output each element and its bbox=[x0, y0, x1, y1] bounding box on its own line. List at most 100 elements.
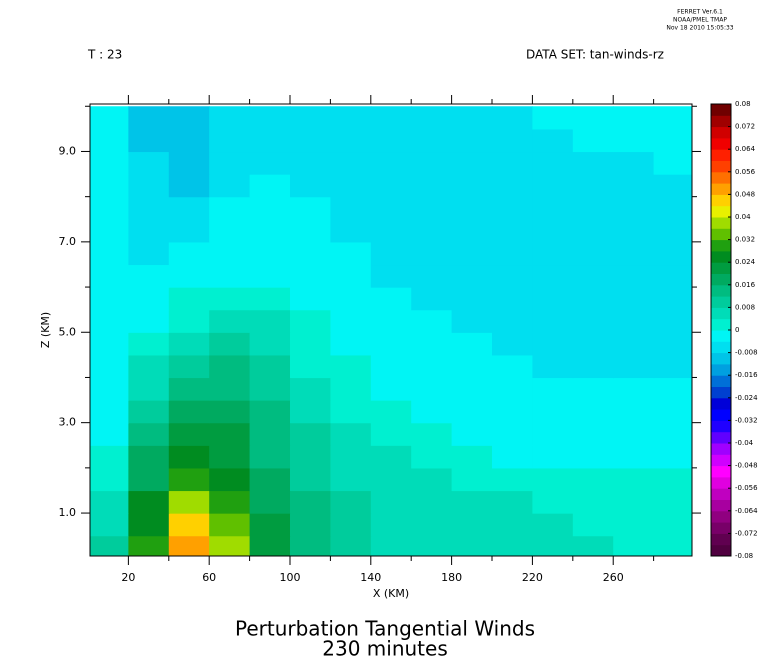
contour-cell bbox=[653, 332, 692, 356]
contour-cell bbox=[249, 445, 291, 469]
contour-cell bbox=[532, 400, 574, 424]
contour-cell bbox=[653, 445, 692, 469]
contour-cell bbox=[249, 377, 291, 401]
contour-cell bbox=[613, 467, 655, 492]
contour-cell bbox=[128, 219, 170, 243]
contour-cell bbox=[411, 332, 453, 356]
x-tick-label: 60 bbox=[202, 571, 216, 584]
colorbar-tick-label: 0.048 bbox=[735, 190, 755, 198]
colorbar-tick-label: 0.024 bbox=[735, 258, 756, 266]
colorbar-band bbox=[711, 183, 731, 195]
time-label: T : 23 bbox=[87, 48, 122, 62]
colorbar-band bbox=[711, 149, 731, 161]
contour-cell bbox=[653, 264, 692, 288]
contour-cell bbox=[128, 106, 170, 130]
colorbar-tick-label: -0.016 bbox=[735, 371, 758, 379]
contour-cell bbox=[613, 490, 655, 514]
software-info: FERRET Ver.6.1 bbox=[677, 9, 723, 16]
contour-cell bbox=[209, 535, 251, 556]
contour-cell bbox=[249, 535, 291, 556]
contour-cell bbox=[370, 264, 412, 288]
contour-cell bbox=[370, 467, 412, 492]
contour-cell bbox=[330, 422, 372, 446]
contour-cell bbox=[330, 174, 372, 198]
contour-cell bbox=[209, 490, 251, 514]
contour-cell bbox=[532, 513, 574, 537]
contour-cell bbox=[572, 377, 614, 401]
contour-cell bbox=[289, 445, 331, 469]
contour-cell bbox=[653, 106, 692, 130]
contour-cell bbox=[370, 196, 412, 220]
contour-cell bbox=[532, 264, 574, 288]
contour-cell bbox=[451, 467, 493, 492]
contour-cell bbox=[532, 106, 574, 130]
contour-cell bbox=[492, 106, 534, 130]
colorbar-tick-label: 0.064 bbox=[735, 145, 756, 153]
colorbar-tick-label: 0.072 bbox=[735, 123, 755, 131]
contour-cell bbox=[653, 151, 692, 175]
colorbar-tick-label: 0.032 bbox=[735, 236, 755, 244]
contour-cell bbox=[209, 264, 251, 288]
contour-cell bbox=[411, 422, 453, 446]
contour-cell bbox=[209, 309, 251, 333]
contour-cell bbox=[532, 332, 574, 356]
contour-cell bbox=[613, 264, 655, 288]
contour-cell bbox=[613, 513, 655, 537]
contour-cell bbox=[613, 332, 655, 356]
colorbar-tick-label: -0.072 bbox=[735, 529, 758, 537]
contour-cell bbox=[370, 332, 412, 356]
contour-cell bbox=[572, 422, 614, 446]
contour-cell bbox=[330, 377, 372, 401]
contour-cell bbox=[90, 174, 129, 198]
colorbar-band bbox=[711, 171, 731, 184]
contour-cell bbox=[492, 309, 534, 333]
contour-cell bbox=[532, 151, 574, 175]
contour-field bbox=[90, 106, 692, 556]
contour-cell bbox=[209, 445, 251, 469]
contour-cell bbox=[492, 513, 534, 537]
contour-cell bbox=[90, 490, 129, 514]
contour-cell bbox=[492, 377, 534, 401]
contour-cell bbox=[613, 400, 655, 424]
contour-cell bbox=[613, 377, 655, 401]
contour-cell bbox=[532, 445, 574, 469]
contour-cell bbox=[653, 377, 692, 401]
colorbar-band bbox=[711, 228, 731, 241]
contour-cell bbox=[613, 106, 655, 130]
contour-cell bbox=[128, 309, 170, 333]
colorbar-tick-label: 0.08 bbox=[735, 100, 751, 108]
colorbar-tick-label: -0.024 bbox=[735, 394, 758, 402]
contour-cell bbox=[249, 400, 291, 424]
contour-cell bbox=[128, 377, 170, 401]
contour-cell bbox=[330, 535, 372, 556]
contour-cell bbox=[532, 196, 574, 220]
contour-cell bbox=[492, 264, 534, 288]
colorbar-band bbox=[711, 522, 731, 534]
colorbar-band bbox=[711, 126, 731, 139]
contour-cell bbox=[330, 219, 372, 243]
y-axis-label: Z (KM) bbox=[39, 312, 52, 348]
contour-cell bbox=[411, 490, 453, 514]
contour-cell bbox=[613, 445, 655, 469]
contour-cell bbox=[613, 219, 655, 243]
contour-cell bbox=[90, 400, 129, 424]
contour-cell bbox=[128, 332, 170, 356]
contour-cell bbox=[249, 264, 291, 288]
contour-cell bbox=[289, 535, 331, 556]
contour-cell bbox=[653, 287, 692, 311]
x-tick-label: 100 bbox=[279, 571, 300, 584]
contour-cell bbox=[90, 467, 129, 492]
colorbar-band bbox=[711, 318, 731, 331]
contour-cell bbox=[451, 377, 493, 401]
contour-cell bbox=[411, 467, 453, 492]
software-info: Nov 18 2010 15:05:33 bbox=[666, 25, 733, 32]
contour-cell bbox=[249, 332, 291, 356]
contour-cell bbox=[289, 332, 331, 356]
contour-cell bbox=[249, 174, 291, 198]
contour-cell bbox=[90, 196, 129, 220]
contour-cell bbox=[330, 513, 372, 537]
contour-cell bbox=[492, 287, 534, 311]
colorbar-band bbox=[711, 137, 731, 150]
contour-cell bbox=[249, 467, 291, 492]
y-tick-label: 7.0 bbox=[59, 235, 77, 248]
